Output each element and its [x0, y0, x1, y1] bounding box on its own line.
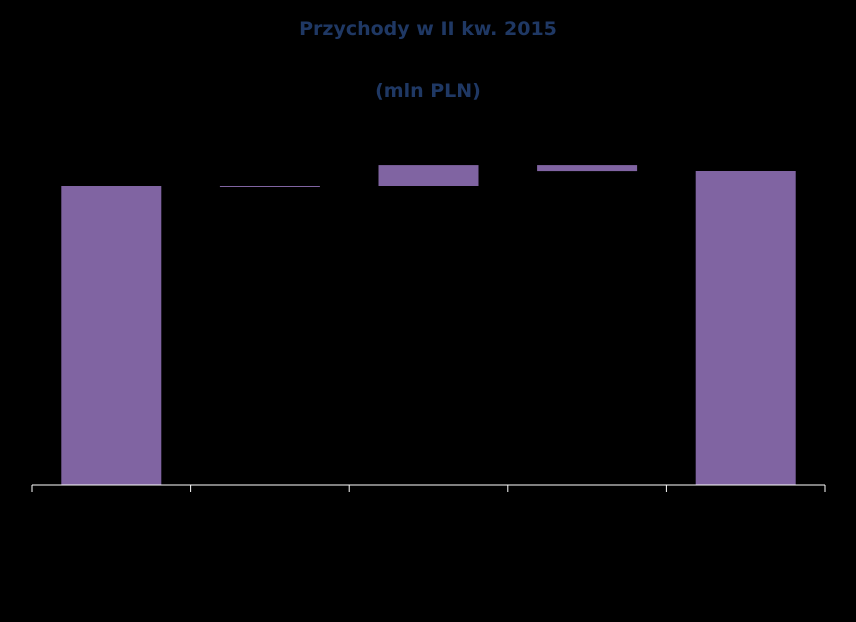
chart-title: Przychody w II kw. 2015 — [299, 18, 557, 40]
chart-subtitle: (mln PLN) — [375, 80, 481, 102]
waterfall-bar-3 — [378, 165, 479, 186]
waterfall-bar-4 — [537, 165, 638, 172]
waterfall-bar-5 — [695, 171, 796, 485]
waterfall-bar-2 — [219, 186, 320, 187]
waterfall-bar-1 — [61, 186, 162, 485]
